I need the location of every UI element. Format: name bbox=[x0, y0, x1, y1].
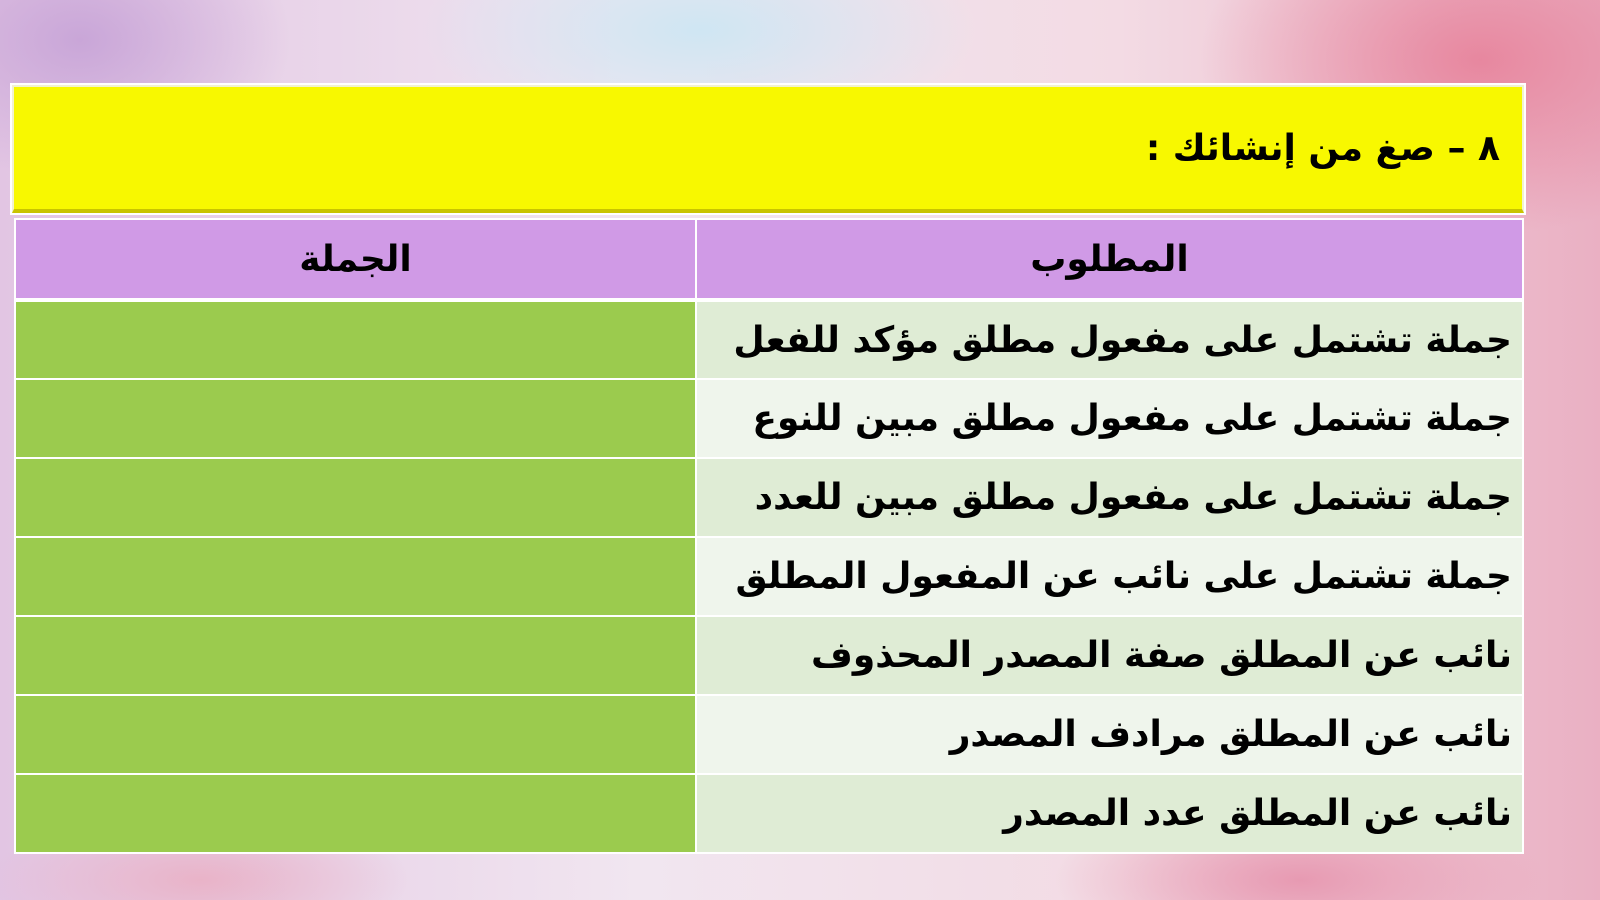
exercise-table: المطلوب الجملة جملة تشتمل على مفعول مطلق… bbox=[14, 218, 1524, 854]
table-row: نائب عن المطلق عدد المصدر bbox=[14, 773, 1524, 854]
header-row: المطلوب الجملة bbox=[14, 218, 1524, 302]
required-cell: جملة تشتمل على مفعول مطلق مبين للنوع bbox=[695, 378, 1524, 459]
sentence-cell[interactable] bbox=[14, 378, 697, 459]
table-row: نائب عن المطلق صفة المصدر المحذوف bbox=[14, 615, 1524, 696]
required-cell: نائب عن المطلق مرادف المصدر bbox=[695, 694, 1524, 775]
sentence-cell[interactable] bbox=[14, 615, 697, 696]
sentence-cell[interactable] bbox=[14, 536, 697, 617]
slide-title: ٨ – صغ من إنشائك : bbox=[1145, 127, 1500, 169]
header-sentence: الجملة bbox=[14, 218, 697, 302]
table-row: جملة تشتمل على نائب عن المفعول المطلق bbox=[14, 536, 1524, 617]
required-cell: نائب عن المطلق صفة المصدر المحذوف bbox=[695, 615, 1524, 696]
table-row: جملة تشتمل على مفعول مطلق مؤكد للفعل bbox=[14, 299, 1524, 380]
sentence-cell[interactable] bbox=[14, 457, 697, 538]
required-cell: جملة تشتمل على مفعول مطلق مؤكد للفعل bbox=[695, 299, 1524, 380]
table-row: جملة تشتمل على مفعول مطلق مبين للعدد bbox=[14, 457, 1524, 538]
required-cell: نائب عن المطلق عدد المصدر bbox=[695, 773, 1524, 854]
required-cell: جملة تشتمل على مفعول مطلق مبين للعدد bbox=[695, 457, 1524, 538]
table-row: جملة تشتمل على مفعول مطلق مبين للنوع bbox=[14, 378, 1524, 459]
sentence-cell[interactable] bbox=[14, 299, 697, 380]
header-required: المطلوب bbox=[695, 218, 1524, 302]
title-banner: ٨ – صغ من إنشائك : bbox=[12, 85, 1524, 213]
required-cell: جملة تشتمل على نائب عن المفعول المطلق bbox=[695, 536, 1524, 617]
sentence-cell[interactable] bbox=[14, 694, 697, 775]
sentence-cell[interactable] bbox=[14, 773, 697, 854]
table-row: نائب عن المطلق مرادف المصدر bbox=[14, 694, 1524, 775]
